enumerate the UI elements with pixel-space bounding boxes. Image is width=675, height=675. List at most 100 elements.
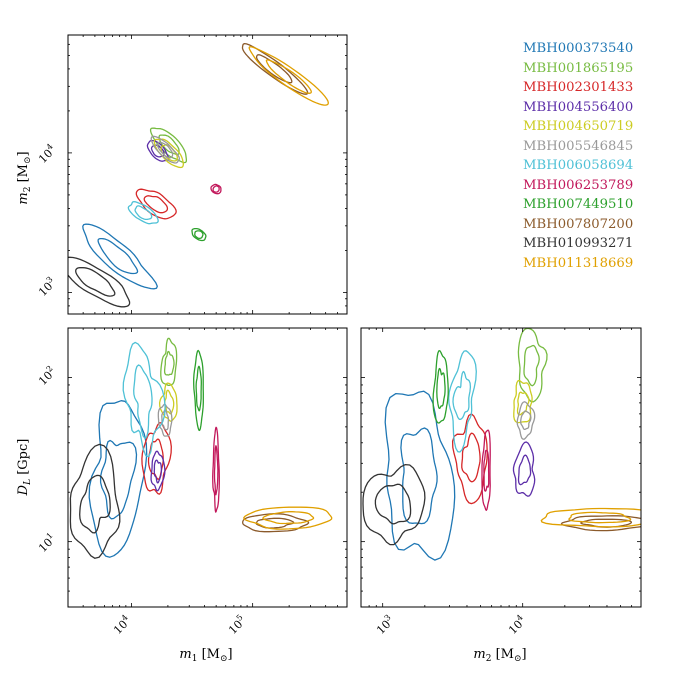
contour-mbh005546845-m1-dl	[161, 409, 170, 431]
contour-mbh011318669-m1-m2	[265, 59, 312, 94]
legend-entry-mbh004650719: MBH004650719	[523, 119, 634, 134]
tick-label-dl-1e1: 101	[35, 531, 59, 555]
contour-mbh004556400-m1-m2	[150, 144, 165, 158]
contour-mbh010993271-m2-dl	[362, 463, 426, 546]
contour-mbh002301433-m1-m2	[135, 188, 177, 220]
contour-mbh006253789-m2-dl	[483, 449, 490, 492]
x-axis-label-m1: m1 [M⊙]	[179, 647, 232, 664]
contour-mbh006253789-m1-dl	[213, 445, 219, 496]
x-axis-label-m2: m2 [M⊙]	[473, 647, 526, 664]
contour-mbh010993271-m1-dl	[69, 443, 121, 559]
contour-mbh010993271-m1-m2	[75, 266, 116, 297]
contour-mbh001865195-m2-dl	[517, 328, 548, 403]
panel-m2-dl-frame	[360, 327, 642, 608]
legend-entry-mbh001865195: MBH001865195	[523, 60, 634, 76]
tick-label-m2-1e4: 104	[35, 142, 59, 166]
tick-label-m1-1e4: 104	[110, 613, 134, 637]
contour-mbh006253789-m1-m2	[212, 185, 220, 193]
legend-entry-mbh011318669: MBH011318669	[523, 255, 634, 271]
tick-label-m2x-1e3: 103	[373, 613, 397, 637]
contour-mbh007449510-m1-dl	[195, 365, 202, 412]
contour-mbh000373540-m1-m2	[82, 223, 158, 290]
contour-mbh005546845-m1-m2	[156, 141, 174, 159]
ticks-m1-dl	[67, 327, 348, 608]
contour-mbh006058694-m1-m2	[127, 200, 159, 225]
contour-mbh010993271-m1-m2	[68, 256, 131, 308]
legend-entry-mbh006253789: MBH006253789	[523, 177, 634, 193]
contour-mbh007449510-m1-m2	[194, 230, 204, 240]
contour-mbh000373540-m2-dl	[400, 427, 438, 525]
contour-mbh007449510-m2-dl	[432, 350, 449, 424]
contour-mbh002301433-m2-dl	[461, 432, 481, 483]
contour-mbh005546845-m1-m2	[150, 135, 181, 164]
contour-mbh000373540-m1-dl	[88, 400, 148, 558]
contour-mbh007807200-m1-dl	[242, 513, 310, 533]
panel-m1-m2-frame	[67, 34, 348, 315]
contour-mbh006253789-m1-dl	[212, 426, 220, 513]
legend-entry-mbh010993271: MBH010993271	[523, 236, 634, 251]
contour-mbh004556400-m1-dl	[150, 450, 166, 492]
y-axis-label-m2: m2 [M⊙]	[16, 151, 33, 204]
legend-entry-mbh007807200: MBH007807200	[523, 216, 634, 232]
contours-m1-m2	[68, 42, 329, 308]
legend-entry-mbh007449510: MBH007449510	[523, 197, 634, 212]
contour-mbh004650719-m1-dl	[158, 382, 178, 422]
contour-mbh001865195-m2-dl	[523, 344, 540, 387]
contour-mbh001865195-m1-dl	[160, 337, 178, 387]
panel-m1-m2: 103 104 m2 [M⊙]	[16, 34, 348, 315]
contour-mbh004650719-m1-m2	[153, 138, 184, 169]
contour-mbh011318669-m1-dl	[262, 511, 315, 525]
contour-mbh004650719-m2-dl	[513, 380, 533, 424]
contour-mbh006058694-m1-dl	[122, 341, 166, 458]
contour-mbh011318669-m1-dl	[243, 506, 333, 530]
contour-mbh006058694-m2-dl	[448, 350, 477, 453]
contour-mbh000373540-m1-m2	[97, 237, 139, 275]
contour-mbh011318669-m1-m2	[248, 46, 329, 106]
ticks-m2-dl	[360, 327, 642, 608]
contour-mbh006058694-m2-dl	[452, 370, 472, 420]
contour-mbh007807200-m1-m2	[255, 54, 293, 84]
panel-m2-dl: 103 104 m2 [M⊙]	[360, 327, 642, 664]
contour-mbh002301433-m2-dl	[451, 413, 488, 505]
contour-mbh007807200-m1-m2	[241, 42, 309, 95]
legend-entry-mbh004556400: MBH004556400	[523, 99, 634, 115]
panel-m1-dl-frame	[67, 327, 348, 608]
contour-mbh001865195-m1-dl	[163, 350, 175, 376]
legend-entry-mbh006058694: MBH006058694	[523, 158, 634, 173]
contour-mbh004556400-m1-dl	[153, 459, 163, 484]
contour-mbh000373540-m2-dl	[384, 390, 456, 561]
tick-label-m2-1e3: 103	[35, 275, 59, 299]
contour-mbh007449510-m1-dl	[193, 349, 204, 432]
contour-mbh006253789-m2-dl	[481, 429, 491, 511]
contour-mbh011318669-m2-dl	[540, 507, 641, 528]
contour-mbh007807200-m2-dl	[560, 515, 641, 532]
contour-mbh004556400-m2-dl	[512, 441, 536, 497]
contour-mbh004556400-m2-dl	[517, 454, 532, 486]
contour-mbh006253789-m1-m2	[210, 183, 222, 195]
contour-mbh006058694-m1-dl	[133, 364, 153, 439]
contours-m1-dl	[69, 337, 333, 559]
ticks-m1-m2	[67, 34, 348, 315]
contours-m2-dl	[362, 328, 641, 561]
contour-mbh007449510-m2-dl	[436, 367, 446, 409]
contour-mbh006058694-m1-m2	[134, 205, 153, 221]
legend-entry-mbh005546845: MBH005546845	[523, 138, 634, 154]
contour-mbh010993271-m1-dl	[79, 474, 111, 534]
contour-mbh011318669-m2-dl	[568, 511, 632, 524]
legend-entry-mbh002301433: MBH002301433	[523, 80, 634, 95]
contour-mbh005546845-m2-dl	[516, 401, 536, 440]
tick-label-dl-1e2: 102	[35, 364, 59, 388]
contour-mbh001865195-m1-m2	[158, 134, 180, 156]
legend-entry-mbh000373540: MBH000373540	[523, 41, 634, 56]
contour-mbh004556400-m1-m2	[146, 139, 170, 162]
legend: MBH000373540 MBH001865195 MBH002301433 MBH0…	[523, 39, 633, 273]
contour-mbh010993271-m2-dl	[374, 483, 412, 525]
y-axis-label-dl: DL [Gpc]	[16, 439, 33, 497]
tick-label-m1-1e5: 105	[225, 613, 249, 637]
contour-mbh007449510-m1-m2	[191, 227, 207, 242]
panel-m1-dl: 102 101 104 105 DL [Gpc] m1 [M⊙]	[16, 327, 348, 664]
contour-mbh005546845-m2-dl	[520, 410, 532, 431]
tick-label-m2x-1e4: 104	[505, 613, 529, 637]
contour-mbh002301433-m1-m2	[143, 195, 169, 214]
